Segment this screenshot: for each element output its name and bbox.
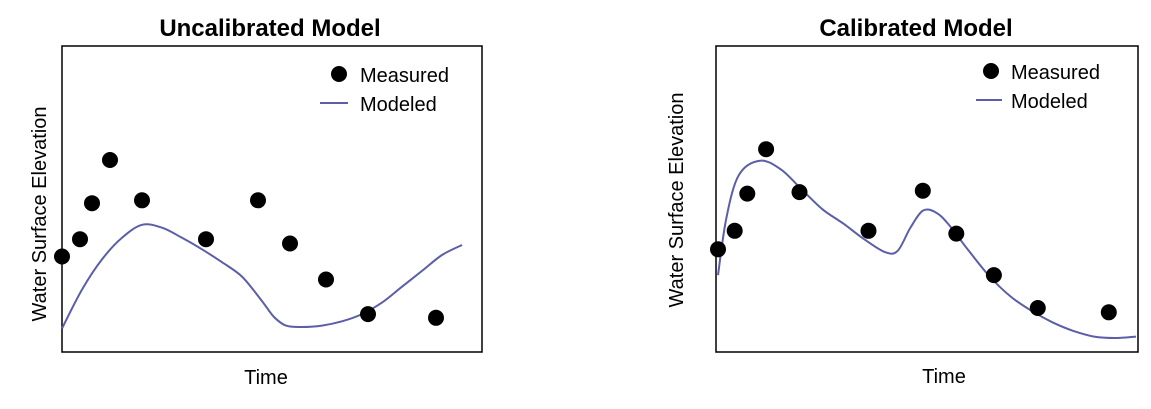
- chart-title: Uncalibrated Model: [159, 15, 380, 42]
- measured-point: [1029, 300, 1046, 316]
- measured-point: [1100, 304, 1117, 321]
- measured-point: [791, 184, 808, 201]
- x-axis-label: Time: [922, 366, 966, 388]
- plot-frame: [715, 45, 1139, 353]
- measured-point: [948, 225, 965, 242]
- measured-point: [54, 248, 70, 265]
- measured-point: [860, 222, 877, 239]
- y-axis-label: Water Surface Elevation: [29, 107, 51, 322]
- measured-point: [428, 309, 444, 326]
- measured-point: [134, 192, 150, 209]
- legend: Measured Modeled: [976, 62, 1100, 113]
- chart-title: Calibrated Model: [819, 15, 1012, 42]
- data-marks: [54, 152, 463, 329]
- legend-measured-label: Measured: [360, 65, 449, 87]
- legend-modeled-label: Modeled: [360, 94, 437, 116]
- x-axis-label: Time: [244, 367, 288, 389]
- legend-measured-marker: [983, 63, 999, 79]
- modeled-line: [717, 159, 1137, 340]
- measured-point: [250, 192, 266, 209]
- measured-point: [914, 182, 931, 199]
- plot-frame: [61, 45, 483, 353]
- measured-point: [726, 222, 743, 239]
- measured-point: [318, 271, 334, 288]
- measured-point: [985, 267, 1002, 284]
- chart-uncalibrated: Uncalibrated Model Time Water Surface El…: [29, 15, 483, 389]
- measured-point: [84, 195, 100, 212]
- measured-point: [72, 231, 88, 248]
- measured-point: [282, 235, 298, 252]
- legend-modeled-label: Modeled: [1011, 91, 1088, 113]
- modeled-line: [61, 223, 463, 329]
- measured-point: [102, 152, 118, 168]
- y-axis-label: Water Surface Elevation: [666, 93, 688, 308]
- measured-point: [198, 231, 214, 248]
- legend: Measured Modeled: [320, 65, 449, 116]
- data-marks: [710, 141, 1137, 340]
- measured-point: [360, 306, 376, 323]
- measured-point: [739, 185, 756, 202]
- measured-point: [710, 241, 726, 258]
- chart-calibrated: Calibrated Model Time Water Surface Elev…: [666, 15, 1139, 388]
- legend-measured-label: Measured: [1011, 62, 1100, 84]
- measured-point: [758, 141, 775, 158]
- legend-measured-marker: [331, 66, 347, 82]
